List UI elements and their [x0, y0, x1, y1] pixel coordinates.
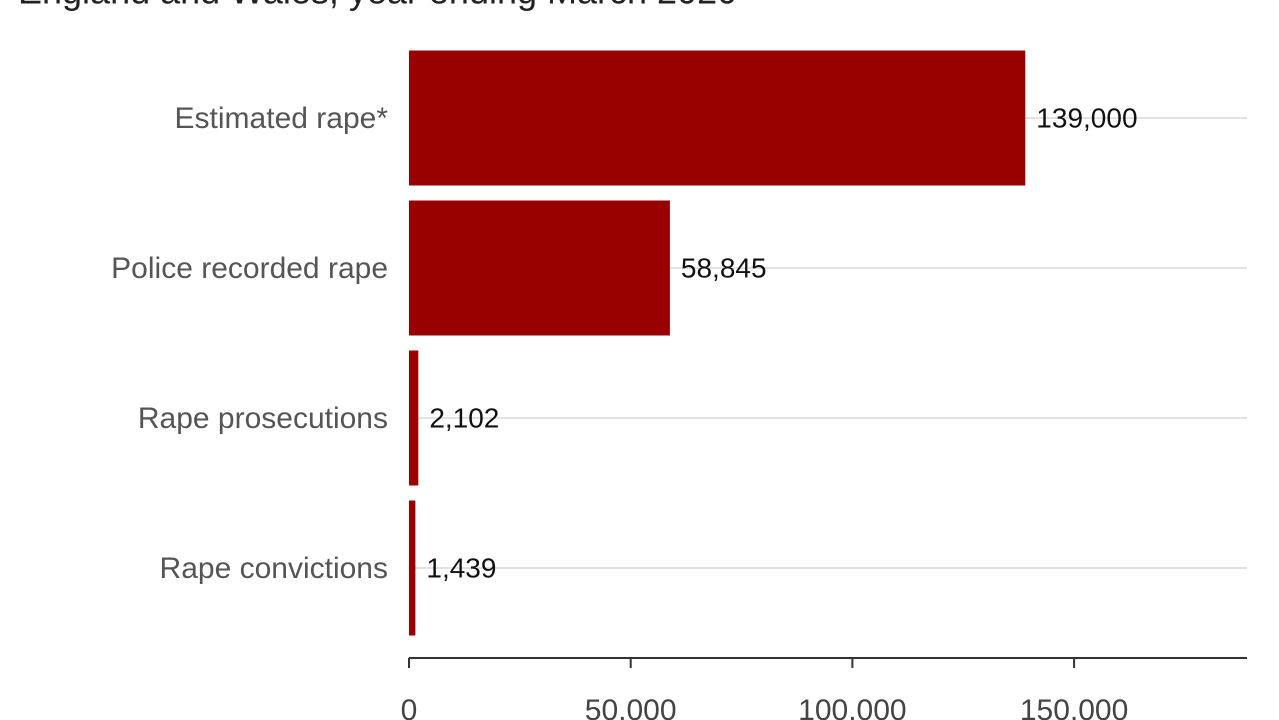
- y-tick-label: Estimated rape*: [175, 102, 389, 135]
- value-label: 1,439: [426, 552, 496, 583]
- x-tick-label: 0: [401, 694, 418, 720]
- value-label: 58,845: [681, 252, 767, 283]
- bar: [409, 350, 419, 486]
- value-label: 139,000: [1036, 102, 1137, 133]
- x-tick-label: 50,000: [585, 694, 677, 720]
- x-tick-label: 150,000: [1020, 694, 1128, 720]
- y-tick-label: Rape prosecutions: [138, 402, 388, 435]
- y-tick-label: Rape convictions: [160, 552, 388, 585]
- x-tick-label: 100,000: [798, 694, 906, 720]
- bar: [409, 200, 670, 336]
- chart-subtitle: England and Wales, year ending March 202…: [18, 0, 737, 12]
- bar: [409, 50, 1026, 186]
- value-label: 2,102: [429, 402, 499, 433]
- bar: [409, 500, 416, 636]
- y-tick-label: Police recorded rape: [111, 252, 388, 285]
